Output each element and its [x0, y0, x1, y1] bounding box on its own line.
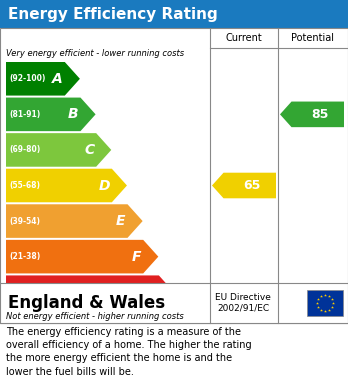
Bar — [0, 0, 348, 28]
Text: (21-38): (21-38) — [9, 252, 40, 261]
Text: (92-100): (92-100) — [9, 74, 45, 83]
Polygon shape — [6, 169, 127, 202]
Polygon shape — [280, 102, 344, 127]
Polygon shape — [6, 62, 80, 95]
Polygon shape — [6, 240, 158, 273]
Bar — [0, 28, 348, 323]
Polygon shape — [6, 98, 96, 131]
Text: Energy Efficiency Rating: Energy Efficiency Rating — [8, 7, 218, 22]
Text: (69-80): (69-80) — [9, 145, 40, 154]
Text: 85: 85 — [311, 108, 329, 121]
Text: F: F — [132, 249, 141, 264]
Bar — [307, 290, 343, 316]
Text: Very energy efficient - lower running costs: Very energy efficient - lower running co… — [6, 49, 184, 58]
Text: B: B — [68, 108, 79, 121]
Text: (1-20): (1-20) — [9, 288, 35, 297]
Text: (81-91): (81-91) — [9, 110, 40, 119]
Text: (55-68): (55-68) — [9, 181, 40, 190]
Polygon shape — [6, 204, 143, 238]
Polygon shape — [6, 275, 174, 309]
Text: The energy efficiency rating is a measure of the
overall efficiency of a home. T: The energy efficiency rating is a measur… — [6, 327, 252, 377]
Polygon shape — [6, 133, 111, 167]
Text: Current: Current — [226, 33, 262, 43]
Text: E: E — [116, 214, 126, 228]
Bar — [0, 283, 348, 323]
Text: Potential: Potential — [292, 33, 334, 43]
Text: Not energy efficient - higher running costs: Not energy efficient - higher running co… — [6, 312, 184, 321]
Text: D: D — [98, 179, 110, 192]
Text: A: A — [52, 72, 63, 86]
Text: (39-54): (39-54) — [9, 217, 40, 226]
Text: EU Directive
2002/91/EC: EU Directive 2002/91/EC — [215, 293, 271, 313]
Text: England & Wales: England & Wales — [8, 294, 165, 312]
Text: C: C — [84, 143, 94, 157]
Polygon shape — [212, 173, 276, 198]
Text: G: G — [145, 285, 157, 299]
Text: 65: 65 — [243, 179, 260, 192]
